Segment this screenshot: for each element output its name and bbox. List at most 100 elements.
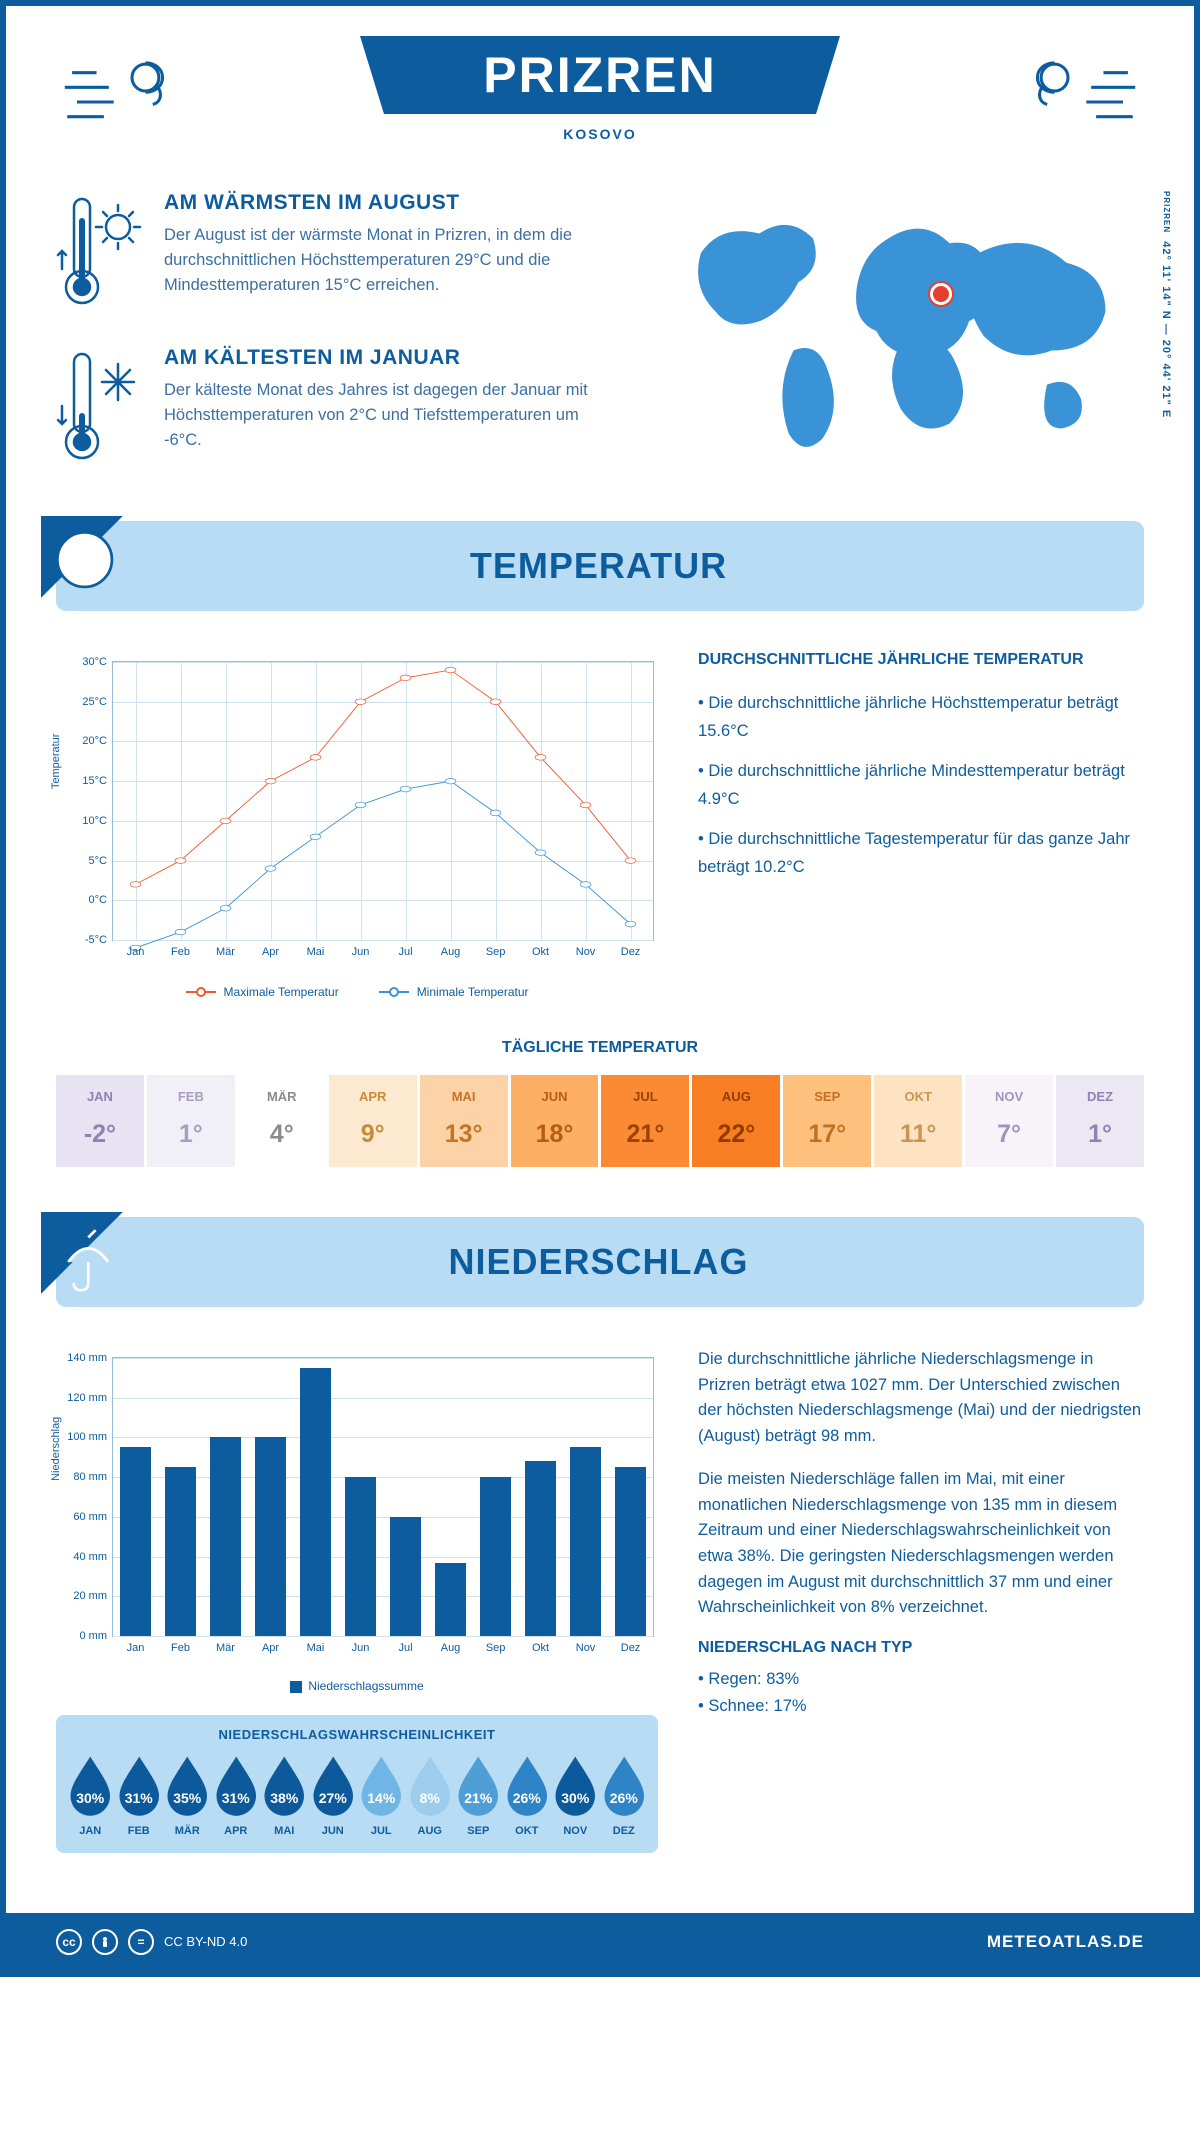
daily-temp-value: 9° [333, 1120, 413, 1149]
precip-ytick: 140 mm [67, 1352, 113, 1364]
temp-chart-ylabel: Temperatur [50, 734, 62, 790]
temperature-title: TEMPERATUR [73, 545, 1124, 587]
precip-prob-value: 21% [456, 1790, 501, 1806]
fact-warm: AM WÄRMSTEN IM AUGUST Der August ist der… [56, 191, 617, 316]
footer: cc = CC BY-ND 4.0 METEOATLAS.DE [6, 1913, 1194, 1971]
daily-temp-value: 17° [787, 1120, 867, 1149]
by-icon [92, 1929, 118, 1955]
daily-temp-cell: JUL21° [601, 1075, 689, 1167]
world-map-box: PRIZREN 42° 11' 14" N — 20° 44' 21" E [657, 191, 1144, 501]
precip-prob-value: 30% [553, 1790, 598, 1806]
precip-prob-value: 8% [408, 1790, 453, 1806]
precip-ytick: 0 mm [80, 1630, 114, 1642]
intro-facts: AM WÄRMSTEN IM AUGUST Der August ist der… [56, 191, 617, 501]
precip-xtick: Feb [171, 1636, 190, 1654]
fact-warm-text: AM WÄRMSTEN IM AUGUST Der August ist der… [164, 191, 617, 316]
daily-temp-title: TÄGLICHE TEMPERATUR [56, 1039, 1144, 1057]
precip-bar [165, 1467, 196, 1636]
daily-temp-cell: NOV 7° [965, 1075, 1053, 1167]
thermometer-hot-icon [56, 191, 146, 316]
precip-prob-drop: 30% JAN [68, 1754, 113, 1837]
precip-xtick: Jun [352, 1636, 370, 1654]
fact-cold-title: AM KÄLTESTEN IM JANUAR [164, 346, 617, 370]
precip-ytick: 80 mm [73, 1471, 113, 1483]
daily-temp-cell: JUN18° [511, 1075, 599, 1167]
temperature-line-chart: Temperatur -5°C0°C5°C10°C15°C20°C25°C30°… [56, 651, 658, 999]
precip-bar [255, 1437, 286, 1636]
fact-warm-title: AM WÄRMSTEN IM AUGUST [164, 191, 617, 215]
precip-prob-value: 30% [68, 1790, 113, 1806]
page: PRIZREN KOSOVO AM WÄRMSTEN IM AUGUST Der… [0, 0, 1200, 1977]
precip-prob-drop: 21% SEP [456, 1754, 501, 1837]
daily-month-label: JUN [515, 1089, 595, 1104]
precip-xtick: Apr [262, 1636, 279, 1654]
footer-site: METEOATLAS.DE [987, 1932, 1144, 1952]
daily-month-label: MÄR [242, 1089, 322, 1104]
temp-xtick: Apr [262, 940, 279, 958]
daily-month-label: NOV [969, 1089, 1049, 1104]
temp-ytick: 30°C [82, 656, 113, 668]
precip-prob-drop: 31%FEB [117, 1754, 162, 1837]
wind-icon-right [1014, 36, 1144, 151]
temp-ytick: 0°C [89, 894, 113, 906]
precip-bar [570, 1447, 601, 1636]
precip-prob-month: OKT [505, 1825, 550, 1837]
content: PRIZREN KOSOVO AM WÄRMSTEN IM AUGUST Der… [6, 6, 1194, 1883]
legend-max: Maximale Temperatur [186, 985, 339, 999]
precip-prob-month: JAN [68, 1825, 113, 1837]
city-title: PRIZREN [420, 46, 780, 104]
map-marker [930, 283, 952, 305]
temp-ytick: 10°C [82, 815, 113, 827]
daily-month-label: JAN [60, 1089, 140, 1104]
coordinates: PRIZREN 42° 11' 14" N — 20° 44' 21" E [1160, 191, 1172, 471]
temp-info-bullet: • Die durchschnittliche jährliche Mindes… [698, 757, 1144, 813]
daily-temp-value: -2° [60, 1120, 140, 1149]
precip-prob-month: JUL [359, 1825, 404, 1837]
temperature-section-header: TEMPERATUR [56, 521, 1144, 611]
precip-xtick: Mär [216, 1636, 235, 1654]
precip-prob-month: SEP [456, 1825, 501, 1837]
temp-xtick: Aug [441, 940, 461, 958]
daily-temp-value: 13° [424, 1120, 504, 1149]
precip-bar [390, 1517, 421, 1636]
daily-month-label: AUG [696, 1089, 776, 1104]
nd-icon: = [128, 1929, 154, 1955]
precip-prob-drop: 35%MÄR [165, 1754, 210, 1837]
precip-prob-value: 26% [602, 1790, 647, 1806]
temperature-info: DURCHSCHNITTLICHE JÄHRLICHE TEMPERATUR •… [698, 651, 1144, 999]
temp-xtick: Mär [216, 940, 235, 958]
temp-xtick: Feb [171, 940, 190, 958]
temp-xtick: Okt [532, 940, 549, 958]
temp-xtick: Mai [307, 940, 325, 958]
temp-xtick: Sep [486, 940, 506, 958]
precip-chart-ylabel: Niederschlag [50, 1417, 62, 1481]
daily-temp-value: 4° [242, 1120, 322, 1149]
precip-type-title: NIEDERSCHLAG NACH TYP [698, 1639, 1144, 1657]
precip-prob-value: 31% [214, 1790, 259, 1806]
precip-prob-value: 27% [311, 1790, 356, 1806]
precip-xtick: Aug [441, 1636, 461, 1654]
precip-prob-month: FEB [117, 1825, 162, 1837]
daily-temp-value: 1° [151, 1120, 231, 1149]
temp-chart-legend: Maximale Temperatur Minimale Temperatur [56, 985, 658, 999]
daily-temp-value: 1° [1060, 1120, 1140, 1149]
precip-prob-drop: 30%NOV [553, 1754, 598, 1837]
daily-temp-value: 21° [605, 1120, 685, 1149]
precip-bar [345, 1477, 376, 1636]
precip-prob-title: NIEDERSCHLAGSWAHRSCHEINLICHKEIT [68, 1727, 646, 1742]
precip-xtick: Jul [398, 1636, 412, 1654]
daily-month-label: APR [333, 1089, 413, 1104]
temp-xtick: Jan [127, 940, 145, 958]
temp-xtick: Jun [352, 940, 370, 958]
daily-temp-value: 7° [969, 1120, 1049, 1149]
precip-ytick: 20 mm [73, 1590, 113, 1602]
temp-ytick: -5°C [85, 934, 113, 946]
temp-ytick: 25°C [82, 696, 113, 708]
coords-value: 42° 11' 14" N — 20° 44' 21" E [1160, 241, 1172, 418]
precip-ytick: 60 mm [73, 1511, 113, 1523]
precip-prob-month: MÄR [165, 1825, 210, 1837]
daily-temp-cell: APR 9° [329, 1075, 417, 1167]
precip-prob-value: 26% [505, 1790, 550, 1806]
precip-ytick: 40 mm [73, 1551, 113, 1563]
precip-prob-drop: 38%MAI [262, 1754, 307, 1837]
